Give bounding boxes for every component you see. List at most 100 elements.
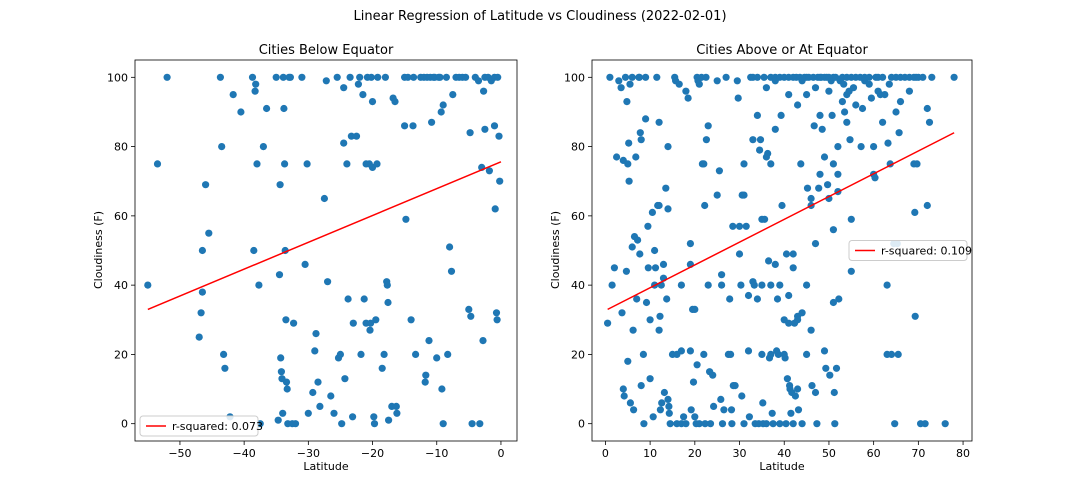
data-point: [372, 316, 380, 324]
data-point: [789, 420, 797, 428]
data-point: [737, 281, 745, 289]
data-point: [253, 160, 261, 168]
data-point: [718, 271, 726, 279]
data-point: [665, 402, 673, 410]
data-point: [769, 420, 777, 428]
data-point: [693, 361, 701, 369]
data-point: [290, 319, 298, 327]
data-point: [797, 160, 805, 168]
data-point: [879, 73, 887, 81]
data-point: [625, 177, 633, 185]
data-point: [383, 281, 391, 289]
data-point: [702, 73, 710, 81]
data-point: [282, 316, 290, 324]
data-point: [658, 399, 666, 407]
data-point: [485, 167, 493, 175]
data-point: [847, 215, 855, 223]
data-point: [921, 420, 929, 428]
data-point: [653, 73, 661, 81]
data-point: [700, 160, 708, 168]
data-point: [439, 420, 447, 428]
data-point: [333, 73, 341, 81]
data-point: [778, 201, 786, 210]
data-point: [834, 143, 842, 151]
data-point: [347, 132, 355, 140]
data-point: [950, 73, 958, 81]
data-point: [341, 375, 349, 383]
data-point: [776, 420, 784, 428]
data-point: [237, 108, 245, 116]
y-axis-label: Cloudiness (F): [92, 211, 105, 289]
data-point: [436, 73, 444, 81]
data-point: [701, 420, 709, 428]
data-point: [447, 267, 456, 275]
data-point: [282, 378, 291, 386]
chart-below-equator: Cities Below Equator Latitude Cloudiness…: [92, 43, 518, 473]
data-point: [356, 73, 364, 81]
data-point: [462, 73, 470, 81]
data-point: [640, 420, 648, 428]
data-point: [925, 118, 934, 126]
data-point: [412, 350, 420, 358]
data-point: [338, 420, 346, 428]
data-point: [911, 312, 919, 320]
data-point: [250, 246, 258, 255]
x-tick-label: 60: [867, 447, 881, 460]
data-point: [834, 170, 842, 178]
data-point: [496, 177, 504, 185]
data-point: [205, 229, 213, 237]
data-point: [428, 118, 436, 126]
data-point: [366, 326, 374, 334]
data-point: [626, 399, 635, 407]
data-point: [421, 378, 429, 386]
data-point: [298, 73, 306, 81]
data-point: [722, 73, 730, 81]
data-point: [664, 395, 672, 403]
data-point: [785, 319, 793, 327]
data-point: [818, 125, 826, 133]
data-point: [632, 153, 640, 161]
data-points: [604, 73, 958, 428]
regression-line: [607, 132, 955, 311]
data-point: [644, 264, 652, 272]
data-point: [368, 98, 377, 106]
x-axis-label: Latitude: [759, 460, 805, 473]
data-point: [738, 392, 746, 400]
data-point: [740, 420, 748, 428]
data-point: [385, 416, 393, 424]
data-point: [896, 98, 905, 106]
data-point: [760, 73, 768, 81]
data-point: [865, 80, 873, 88]
data-point: [492, 309, 501, 317]
data-point: [843, 118, 851, 126]
data-point: [649, 413, 657, 421]
data-point: [343, 160, 351, 168]
data-point: [613, 153, 621, 161]
data-point: [820, 347, 829, 355]
data-point: [648, 208, 657, 216]
data-point: [480, 87, 488, 95]
data-point: [621, 73, 630, 81]
data-point: [758, 350, 766, 358]
data-point: [781, 354, 789, 362]
data-point: [635, 73, 644, 81]
data-point: [865, 73, 873, 81]
data-point: [870, 143, 878, 151]
data-point: [644, 222, 652, 230]
data-point: [663, 295, 671, 303]
data-point: [764, 149, 772, 158]
regression-line: [147, 161, 502, 311]
data-point: [272, 73, 280, 81]
data-point: [604, 319, 612, 327]
data-point: [789, 250, 797, 258]
data-point: [838, 98, 847, 106]
data-point: [491, 205, 499, 213]
data-point: [373, 160, 381, 168]
data-point: [919, 73, 927, 81]
data-point: [803, 184, 812, 192]
data-point: [684, 94, 692, 102]
x-tick-label: −10: [425, 447, 448, 460]
data-point: [218, 143, 226, 151]
data-point: [782, 250, 791, 258]
